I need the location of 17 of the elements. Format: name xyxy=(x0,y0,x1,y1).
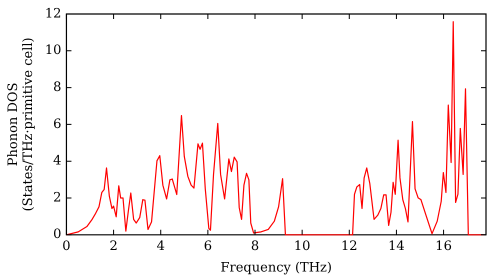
x-axis-title: Frequency (THz) xyxy=(220,260,332,276)
x-tick-label: 16 xyxy=(435,238,452,254)
x-tick-label: 6 xyxy=(204,238,212,254)
x-tick-label: 4 xyxy=(156,238,165,254)
y-tick-label: 4 xyxy=(53,154,62,169)
y-tick-label: 10 xyxy=(44,43,62,58)
y-tick-label: 0 xyxy=(53,227,62,242)
y-tick-label: 6 xyxy=(53,116,62,132)
y-tick-label: 2 xyxy=(53,190,62,206)
x-tick-label: 12 xyxy=(341,238,358,254)
y-tick-label: 8 xyxy=(53,80,62,95)
y-axis-title: Phonon DOS (States/THz·primitive cell) xyxy=(6,37,36,212)
x-tick-label: 14 xyxy=(388,238,405,254)
x-tick-label: 10 xyxy=(294,238,310,254)
x-tick-label: 8 xyxy=(250,238,260,254)
y-tick-label: 12 xyxy=(44,6,62,22)
x-tick-label: 2 xyxy=(109,238,118,254)
